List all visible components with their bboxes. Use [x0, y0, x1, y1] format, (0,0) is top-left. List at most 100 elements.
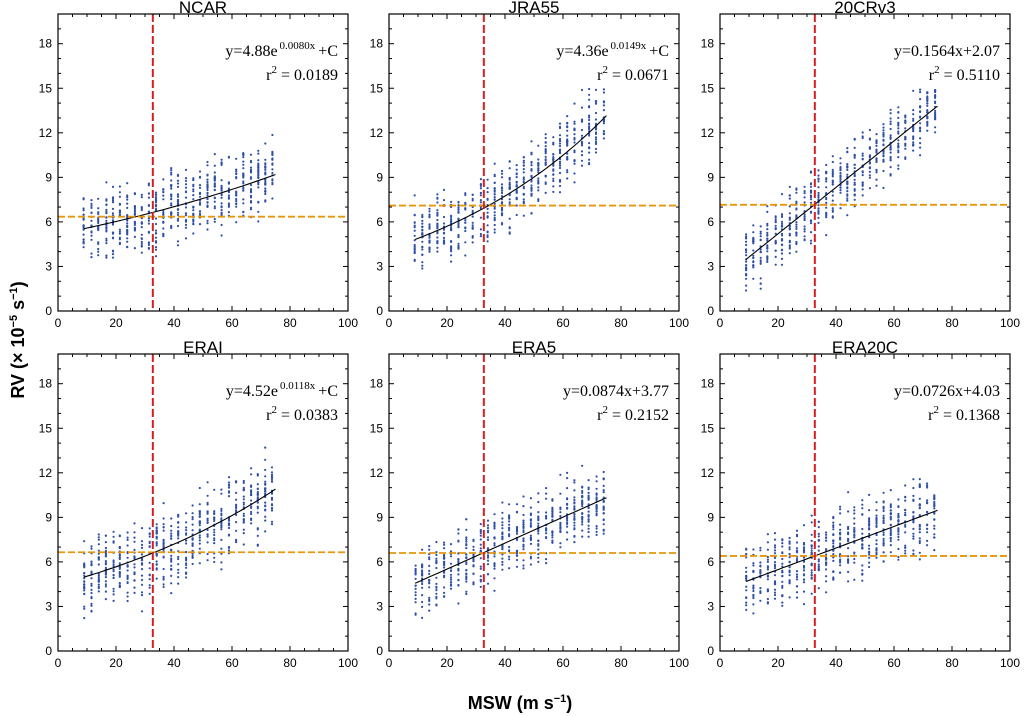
scatter-point: [133, 579, 136, 582]
scatter-point: [594, 102, 598, 105]
axis-ticks: [57, 13, 349, 312]
scatter-point: [83, 577, 86, 580]
scatter-point: [897, 132, 900, 135]
scatter-point: [831, 160, 834, 164]
scatter-point: [803, 185, 806, 188]
scatter-point: [501, 563, 504, 566]
y-tick-label: 9: [376, 510, 383, 524]
scatter-point: [479, 523, 482, 526]
axis-ticks: [57, 353, 349, 652]
scatter-point: [162, 542, 165, 545]
scatter-point: [140, 591, 144, 594]
scatter-point: [752, 237, 755, 240]
scatter-point: [817, 212, 820, 215]
scatter-point: [802, 551, 806, 554]
scatter-point: [875, 543, 878, 546]
scatter-point: [875, 516, 878, 520]
scatter-point: [766, 210, 769, 213]
scatter-point: [133, 208, 136, 211]
scatter-point: [934, 113, 937, 116]
scatter-point: [486, 198, 489, 201]
scatter-point: [185, 533, 188, 536]
scatter-point: [213, 179, 216, 182]
scatter-point: [249, 183, 253, 187]
scatter-point: [436, 212, 439, 215]
scatter-point: [442, 215, 446, 219]
scatter-point: [206, 194, 209, 197]
scatter-point: [486, 211, 489, 214]
scatter-point: [154, 236, 158, 239]
r-squared: r2 = 0.2152: [597, 404, 669, 424]
scatter-point: [817, 532, 820, 536]
scatter-point: [112, 561, 115, 564]
scatter-point: [220, 158, 223, 161]
scatter-point: [428, 581, 431, 584]
scatter-point: [428, 250, 431, 253]
fit-equation: y=0.0726x+4.03: [894, 383, 1000, 400]
scatter-point: [522, 545, 525, 548]
scatter-point: [773, 583, 777, 586]
scatter-point: [435, 582, 438, 586]
scatter-point: [154, 229, 158, 232]
scatter-point: [889, 127, 892, 131]
scatter-point: [104, 583, 107, 586]
scatter-point: [897, 151, 900, 154]
scatter-point: [875, 144, 878, 147]
scatter-point: [558, 151, 562, 154]
scatter-point: [465, 538, 468, 541]
scatter-point: [882, 531, 885, 534]
scatter-point: [220, 202, 223, 205]
scatter-point: [479, 187, 482, 190]
scatter-point: [112, 593, 115, 596]
scatter-point: [522, 526, 525, 530]
scatter-point: [934, 101, 937, 105]
scatter-point: [90, 230, 93, 233]
scatter-point: [90, 219, 93, 222]
scatter-point: [595, 496, 598, 499]
scatter-point: [414, 564, 417, 567]
scatter-point: [912, 494, 915, 497]
scatter-point: [486, 529, 490, 532]
scatter-point: [133, 213, 136, 216]
scatter-point: [450, 240, 453, 243]
scatter-point: [257, 181, 260, 184]
scatter-point: [170, 202, 173, 205]
scatter-point: [162, 577, 165, 581]
scatter-point: [810, 569, 813, 572]
scatter-point: [552, 173, 555, 176]
scatter-point: [155, 530, 158, 533]
scatter-point: [581, 499, 584, 502]
scatter-point: [904, 156, 907, 159]
scatter-point: [912, 549, 915, 552]
scatter-point: [443, 547, 446, 550]
scatter-point: [551, 534, 554, 537]
scatter-point: [745, 608, 748, 612]
scatter-point: [170, 171, 173, 174]
scatter-point: [817, 526, 820, 529]
scatter-point: [457, 532, 460, 535]
scatter-point: [831, 173, 834, 176]
scatter-point: [774, 218, 777, 222]
scatter-point: [206, 173, 209, 176]
scatter-point: [566, 538, 569, 541]
scatter-point: [810, 574, 813, 577]
scatter-point: [105, 239, 108, 242]
scatter-point: [522, 529, 525, 532]
scatter-point: [889, 144, 892, 147]
scatter-point: [97, 247, 100, 251]
scatter-point: [861, 499, 864, 502]
scatter-point: [270, 523, 274, 526]
scatter-point: [192, 183, 195, 186]
scatter-point: [436, 201, 439, 204]
scatter-point: [90, 234, 93, 237]
scatter-point: [493, 175, 496, 178]
scatter-point: [264, 475, 267, 478]
scatter-point: [515, 204, 518, 207]
scatter-point: [508, 227, 511, 230]
scatter-point: [602, 507, 605, 510]
scatter-point: [508, 187, 511, 190]
scatter-point: [847, 555, 850, 558]
fit-curve: [414, 115, 607, 241]
scatter-point: [264, 162, 267, 165]
